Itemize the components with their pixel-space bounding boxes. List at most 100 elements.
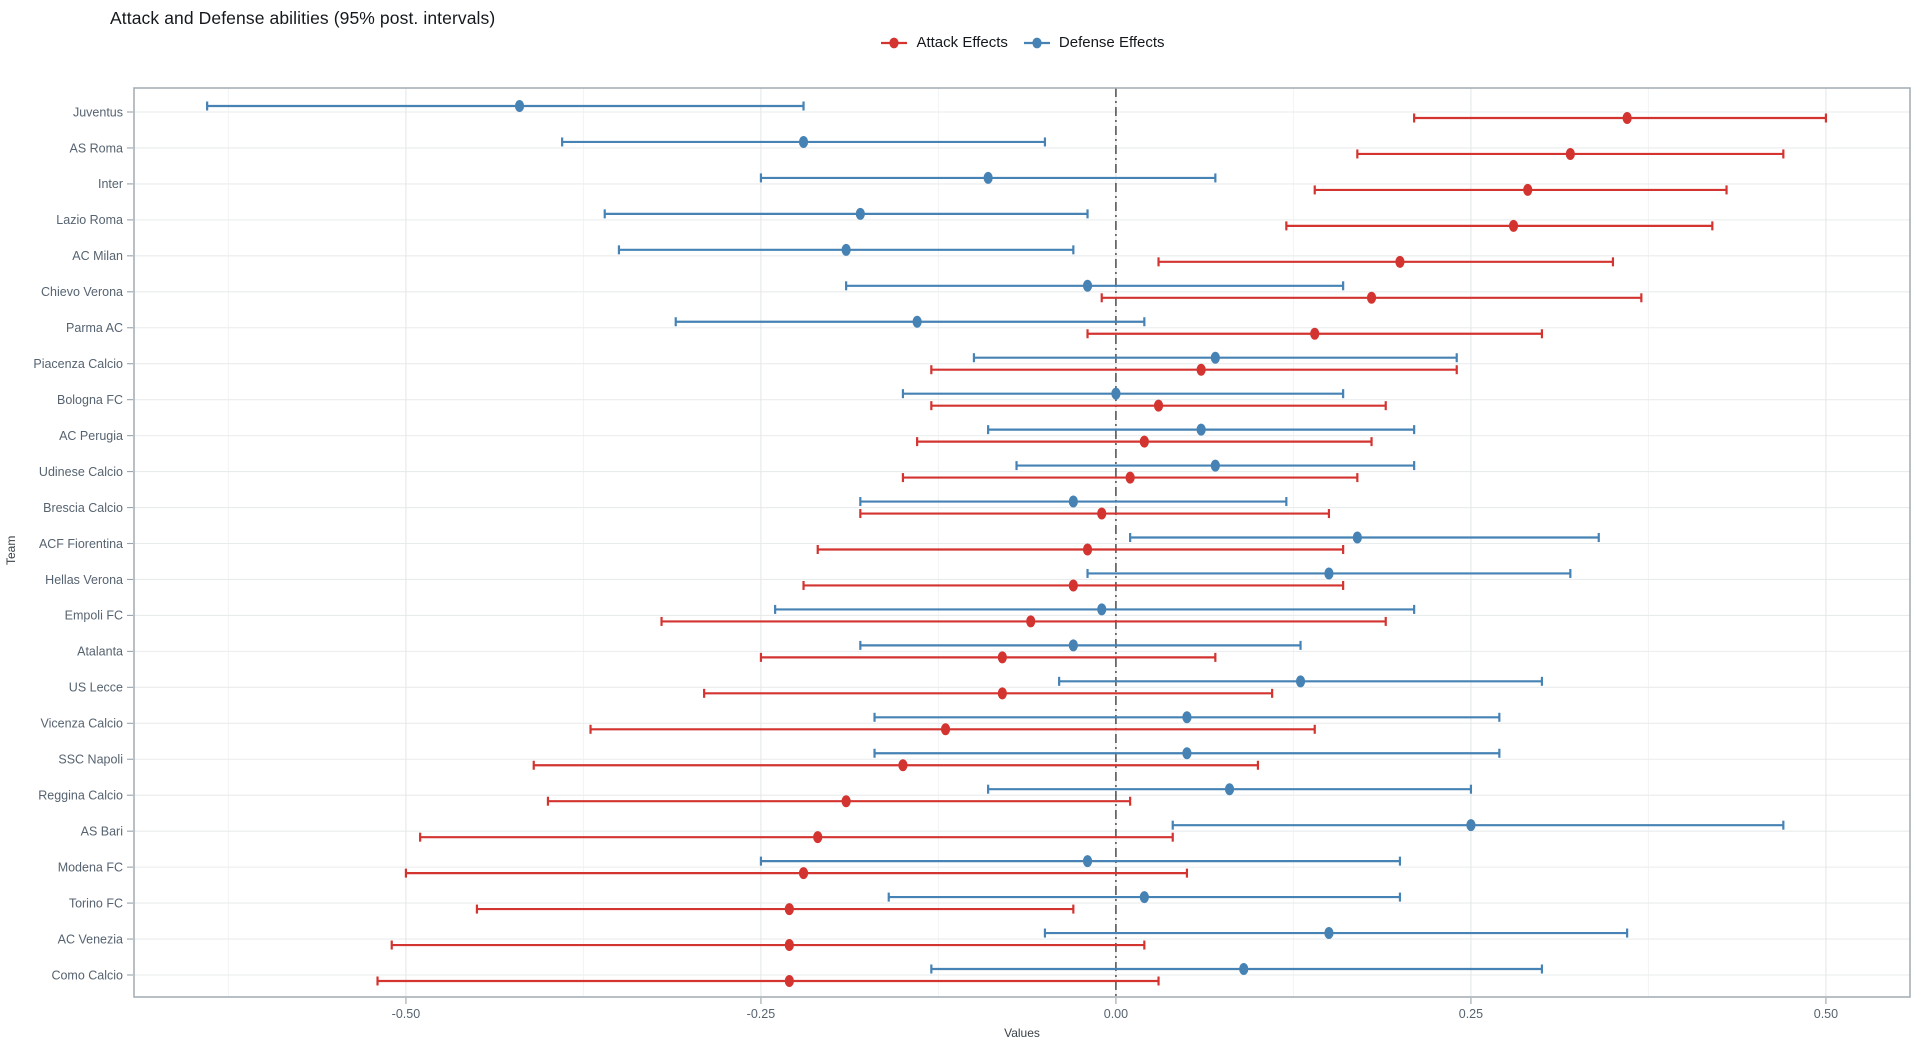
y-tick-label: Modena FC bbox=[58, 860, 123, 874]
y-tick-label: Udinese Calcio bbox=[39, 465, 123, 479]
y-tick-label: Piacenza Calcio bbox=[33, 357, 123, 371]
attack-point-estimate bbox=[1565, 147, 1575, 160]
defense-point-estimate bbox=[798, 135, 809, 148]
attack-pointrange bbox=[1356, 147, 1785, 160]
defense-pointrange bbox=[1015, 459, 1416, 472]
attack-pointrange bbox=[376, 975, 1160, 987]
panel-border bbox=[133, 87, 1911, 998]
y-tick-label: Bologna FC bbox=[57, 393, 123, 407]
y-tick-label: AC Venezia bbox=[58, 932, 123, 946]
defense-pointrange bbox=[859, 495, 1288, 508]
attack-point-estimate bbox=[1523, 183, 1533, 196]
defense-point-estimate bbox=[514, 100, 525, 112]
x-axis-title: Values bbox=[1004, 1026, 1040, 1040]
defense-pointrange bbox=[206, 100, 805, 112]
attack-pointrange bbox=[1413, 112, 1828, 124]
defense-pointrange bbox=[901, 387, 1345, 400]
y-tick-label: Lazio Roma bbox=[56, 213, 123, 227]
y-tick-label: Vicenza Calcio bbox=[41, 717, 124, 731]
defense-point-estimate bbox=[1210, 459, 1220, 472]
y-tick-label: Parma AC bbox=[66, 321, 123, 335]
y-tick-label: Brescia Calcio bbox=[43, 501, 123, 515]
y-tick-label: US Lecce bbox=[69, 681, 123, 695]
defense-point-estimate bbox=[1295, 675, 1306, 688]
defense-pointrange bbox=[759, 171, 1217, 184]
legend-label-attack: Attack Effects bbox=[916, 34, 1008, 51]
attack-point-estimate bbox=[940, 723, 951, 736]
defense-point-estimate bbox=[1239, 963, 1249, 975]
defense-point-estimate bbox=[1182, 711, 1192, 724]
defense-pointrange bbox=[1086, 567, 1572, 580]
x-tick-label: -0.50 bbox=[392, 1007, 421, 1021]
defense-point-estimate bbox=[1082, 279, 1093, 292]
y-tick-label: Inter bbox=[98, 177, 123, 191]
y-tick-label: Empoli FC bbox=[65, 609, 123, 623]
attack-point-estimate bbox=[1097, 507, 1107, 520]
defense-pointrange bbox=[987, 783, 1473, 796]
y-tick-label: AS Roma bbox=[70, 141, 124, 155]
defense-pointrange bbox=[561, 135, 1047, 148]
y-tick-label: Reggina Calcio bbox=[38, 789, 123, 803]
attack-point-estimate bbox=[1395, 255, 1405, 268]
defense-pointrange bbox=[774, 603, 1416, 616]
attack-point-estimate bbox=[1366, 291, 1377, 304]
defense-point-estimate bbox=[912, 315, 922, 328]
attack-pointrange bbox=[816, 543, 1345, 556]
attack-pointrange bbox=[1285, 219, 1714, 232]
defense-pointrange bbox=[930, 963, 1544, 975]
defense-pointrange-glyph bbox=[1023, 37, 1050, 48]
attack-point-estimate bbox=[898, 759, 908, 772]
panel-background bbox=[134, 88, 1910, 997]
y-tick-label: AC Milan bbox=[72, 249, 123, 263]
y-tick-label: SSC Napoli bbox=[58, 753, 123, 767]
attack-point-estimate bbox=[1622, 112, 1632, 124]
attack-point-estimate bbox=[1026, 615, 1036, 628]
defense-pointrange bbox=[603, 207, 1089, 220]
defense-point-estimate bbox=[1210, 351, 1220, 364]
defense-pointrange bbox=[987, 423, 1416, 436]
attack-point-estimate bbox=[1153, 399, 1164, 412]
legend-item-defense[interactable]: Defense Effects bbox=[1022, 34, 1165, 51]
attack-pointrange bbox=[759, 651, 1217, 664]
defense-pointrange bbox=[674, 315, 1146, 328]
attack-pointrange bbox=[1313, 183, 1728, 196]
attack-point-estimate bbox=[784, 903, 794, 916]
y-tick-label: AS Bari bbox=[81, 824, 123, 838]
attack-point-estimate bbox=[997, 651, 1007, 664]
attack-pointrange bbox=[859, 507, 1331, 520]
legend-item-attack[interactable]: Attack Effects bbox=[879, 34, 1008, 51]
x-tick-label: 0.00 bbox=[1104, 1007, 1128, 1021]
defense-point-estimate bbox=[983, 171, 993, 184]
attack-point-estimate bbox=[798, 867, 809, 880]
y-tick-label: Atalanta bbox=[77, 645, 123, 659]
x-tick-label: -0.25 bbox=[747, 1007, 776, 1021]
defense-point-estimate bbox=[1082, 855, 1093, 868]
defense-pointrange bbox=[1058, 675, 1544, 688]
attack-pointrange bbox=[1100, 291, 1643, 304]
attack-pointrange bbox=[660, 615, 1387, 628]
defense-pointrange bbox=[873, 747, 1501, 760]
y-tick-label: Juventus bbox=[73, 105, 123, 119]
attack-pointrange bbox=[475, 903, 1075, 916]
defense-point-estimate bbox=[1196, 423, 1206, 436]
attack-pointrange bbox=[930, 399, 1387, 412]
attack-pointrange bbox=[1157, 255, 1615, 268]
x-tick-label: 0.50 bbox=[1814, 1007, 1838, 1021]
defense-point-estimate bbox=[1139, 891, 1149, 904]
defense-pointrange bbox=[859, 639, 1302, 652]
defense-pointrange bbox=[759, 855, 1402, 868]
defense-point-estimate bbox=[1097, 603, 1107, 616]
attack-pointrange bbox=[901, 471, 1359, 484]
attack-point-estimate bbox=[813, 831, 823, 844]
attack-point-estimate bbox=[1196, 363, 1206, 376]
defense-point-estimate bbox=[1324, 567, 1334, 580]
y-tick-label: Hellas Verona bbox=[45, 573, 123, 587]
attack-point-estimate bbox=[1082, 543, 1093, 556]
defense-pointrange bbox=[1129, 531, 1600, 544]
y-tick-label: Torino FC bbox=[69, 896, 123, 910]
defense-point-estimate bbox=[1324, 927, 1334, 940]
y-tick-label: AC Perugia bbox=[59, 429, 123, 443]
attack-point-estimate bbox=[1139, 435, 1149, 448]
legend: Attack Effects Defense Effects bbox=[134, 34, 1910, 51]
